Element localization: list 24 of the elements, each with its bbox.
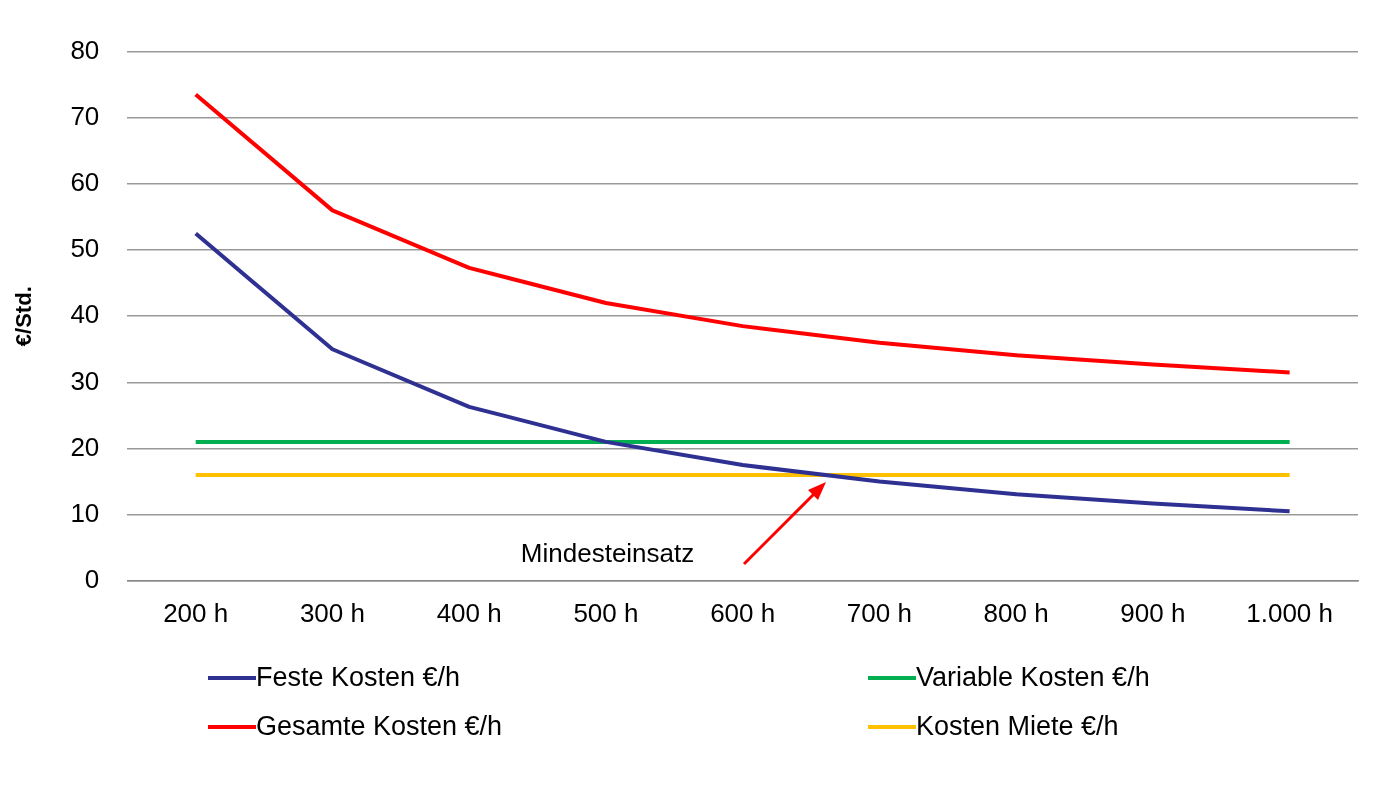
y-tick-label: 60 xyxy=(70,167,100,198)
x-tick-label: 1.000 h xyxy=(1246,597,1333,628)
x-tick-label: 400 h xyxy=(436,597,502,628)
y-axis-title: €/Std. xyxy=(11,286,37,347)
x-tick-label: 700 h xyxy=(846,597,912,628)
legend-label: Gesamte Kosten €/h xyxy=(256,711,503,742)
legend-label: Feste Kosten €/h xyxy=(256,662,461,693)
x-tick-label: 500 h xyxy=(573,597,639,628)
x-tick-label: 200 h xyxy=(163,597,229,628)
x-tick-label: 300 h xyxy=(299,597,365,628)
y-tick-label: 30 xyxy=(70,365,100,396)
x-tick-label: 800 h xyxy=(983,597,1049,628)
y-tick-label: 80 xyxy=(70,34,100,65)
x-tick-label: 900 h xyxy=(1120,597,1186,628)
annotation: Mindesteinsatz xyxy=(520,537,695,568)
x-tick-label: 600 h xyxy=(710,597,776,628)
y-tick-label: 40 xyxy=(70,299,100,330)
y-tick-label: 0 xyxy=(84,563,100,594)
legend-label: Kosten Miete €/h xyxy=(916,711,1119,742)
legend-label: Variable Kosten €/h xyxy=(916,662,1150,693)
y-tick-label: 70 xyxy=(70,100,100,131)
y-tick-label: 20 xyxy=(70,431,100,462)
y-tick-label: 10 xyxy=(70,497,100,528)
y-tick-label: 50 xyxy=(70,233,100,264)
